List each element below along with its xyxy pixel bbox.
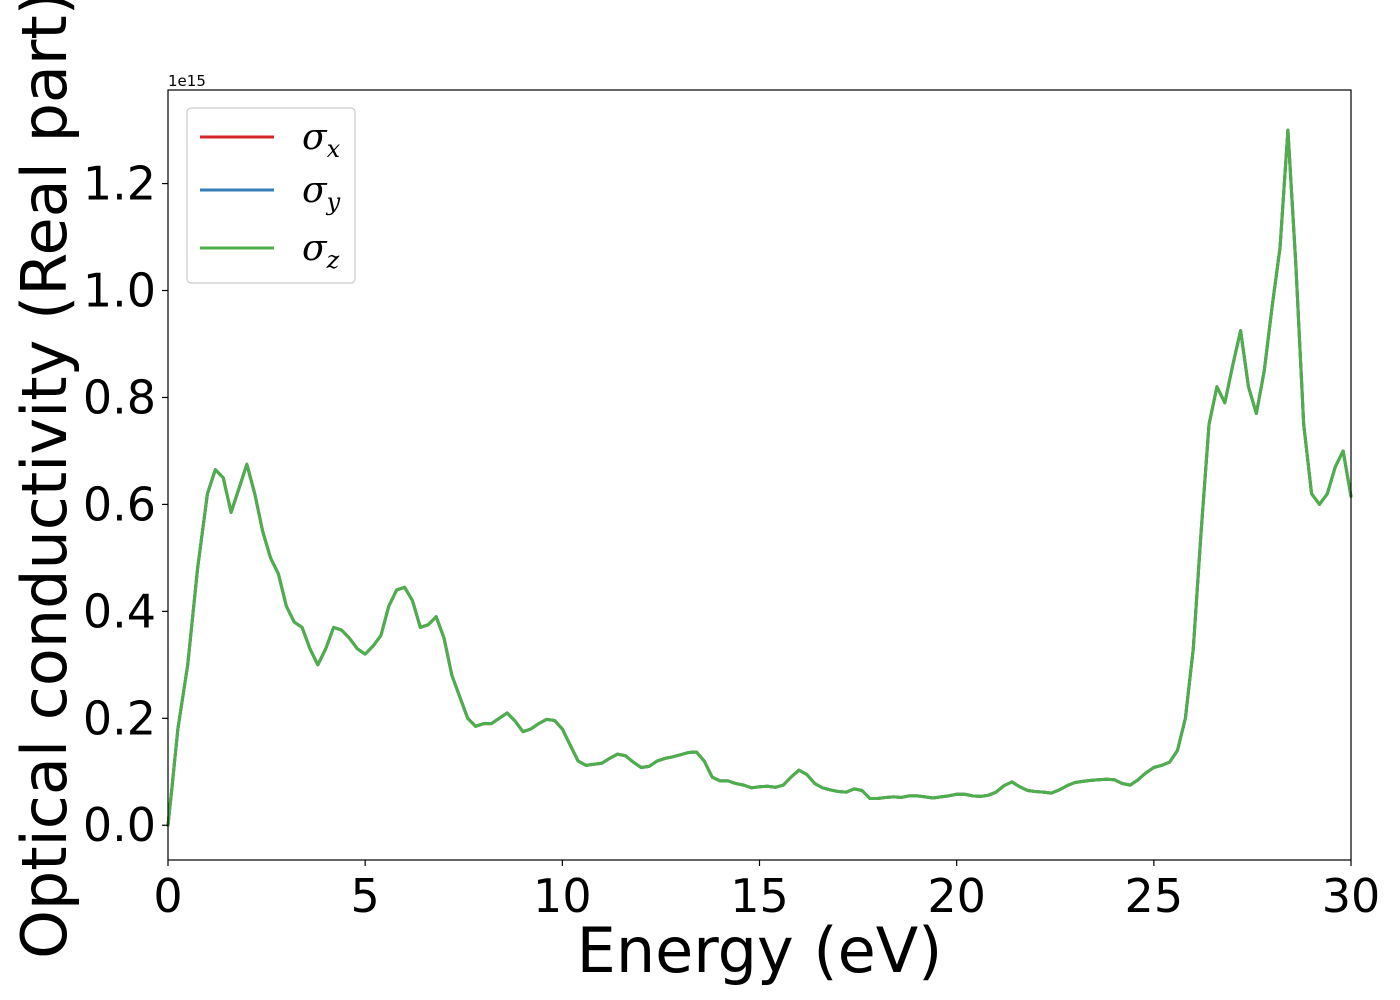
x-axis-label: Energy (eV) bbox=[577, 914, 943, 987]
y-axis-label: Optical conductivity (Real part) bbox=[8, 0, 81, 959]
x-tick-label: 25 bbox=[1125, 869, 1184, 923]
y-tick-label: 1.0 bbox=[83, 264, 156, 318]
legend: σx σy σz bbox=[186, 107, 356, 284]
legend-label-z: σz bbox=[302, 228, 340, 274]
y-axis-ticks: 0.0 0.2 0.4 0.6 0.8 1.0 1.2 bbox=[83, 157, 168, 852]
x-tick-label: 20 bbox=[927, 869, 986, 923]
legend-box bbox=[186, 107, 356, 284]
x-tick-label: 5 bbox=[351, 869, 380, 923]
y-tick-label: 0.2 bbox=[83, 691, 156, 745]
y-tick-label: 0.0 bbox=[83, 798, 156, 852]
legend-label-y: σy bbox=[302, 170, 341, 216]
legend-label-x: σx bbox=[302, 117, 341, 163]
y-tick-label: 1.2 bbox=[83, 157, 156, 211]
y-tick-label: 0.6 bbox=[83, 477, 156, 531]
x-tick-label: 10 bbox=[533, 869, 592, 923]
x-axis-ticks: 0 5 10 15 20 25 30 bbox=[153, 860, 1380, 923]
y-tick-label: 0.4 bbox=[83, 584, 156, 638]
series-layer bbox=[166, 128, 1353, 827]
series-line-3 bbox=[166, 128, 1353, 827]
y-tick-label: 0.8 bbox=[83, 370, 156, 424]
y-offset-label: 1e15 bbox=[168, 72, 206, 90]
x-tick-label: 15 bbox=[730, 869, 789, 923]
x-tick-label: 0 bbox=[153, 869, 182, 923]
x-tick-label: 30 bbox=[1322, 869, 1381, 923]
